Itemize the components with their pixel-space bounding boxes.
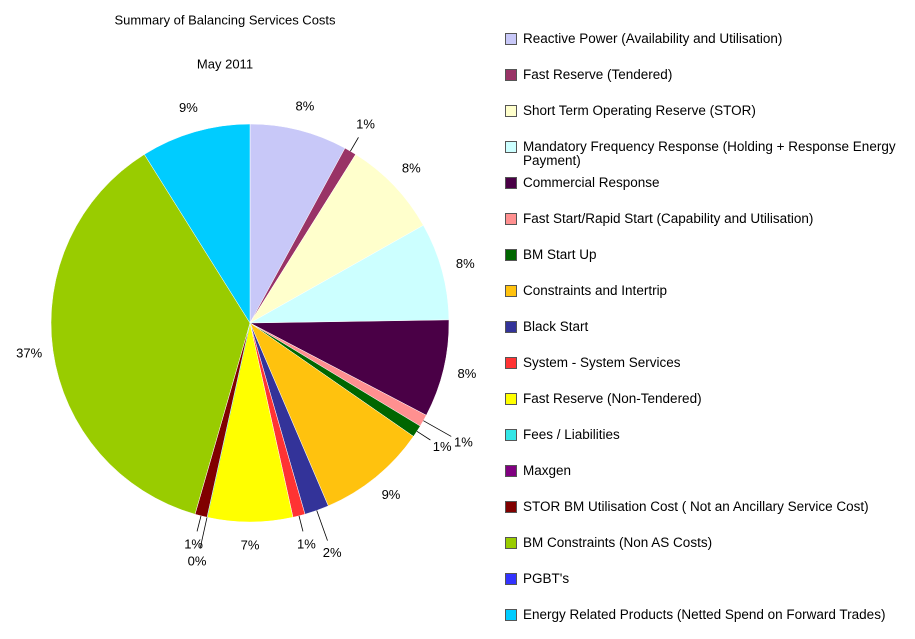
legend-swatch <box>505 465 517 477</box>
legend-swatch <box>505 105 517 117</box>
pie-slice <box>249 224 450 324</box>
data-label: 1% <box>297 536 316 551</box>
legend-swatch <box>505 357 517 369</box>
legend-label: STOR BM Utilisation Cost ( Not an Ancill… <box>523 499 869 514</box>
legend-label: Mandatory Frequency Response (Holding + … <box>523 139 896 168</box>
data-label: 37% <box>16 346 42 361</box>
legend-swatch <box>505 321 517 333</box>
legend-swatch <box>505 393 517 405</box>
leader-line <box>316 510 328 541</box>
legend-swatch <box>505 69 517 81</box>
leader-line <box>416 430 431 441</box>
data-label: 9% <box>179 100 198 115</box>
legend-label: Energy Related Products (Netted Spend on… <box>523 607 886 622</box>
data-label: 1% <box>454 435 473 450</box>
legend-label: Short Term Operating Reserve (STOR) <box>523 103 756 118</box>
legend-swatch <box>505 609 517 621</box>
legend-label: Fast Reserve (Non-Tendered) <box>523 391 702 406</box>
chart-title: Summary of Balancing Services Costs <box>114 12 336 27</box>
legend-swatch <box>505 285 517 297</box>
pie-slice <box>143 123 251 324</box>
legend-label: BM Constraints (Non AS Costs) <box>523 535 713 550</box>
pie-slice <box>249 154 424 324</box>
data-label: 8% <box>456 256 475 271</box>
legend-swatch <box>505 249 517 261</box>
legend-swatch <box>505 177 517 189</box>
legend-swatch <box>505 429 517 441</box>
data-label: 7% <box>241 537 260 552</box>
leader-line <box>423 420 452 437</box>
pie-slice <box>249 322 414 507</box>
legend-label: Fast Reserve (Tendered) <box>523 67 673 82</box>
leader-line <box>196 515 202 532</box>
legend-swatch <box>505 501 517 513</box>
legend-swatch <box>505 213 517 225</box>
legend-label: Maxgen <box>523 463 572 478</box>
data-label: 1% <box>433 439 452 454</box>
legend-label: Fast Start/Rapid Start (Capability and U… <box>523 211 814 226</box>
leader-line <box>350 137 359 152</box>
data-label: 1% <box>184 536 203 551</box>
pie-slice <box>50 154 251 515</box>
legend-label: System - System Services <box>523 355 681 370</box>
data-label: 9% <box>382 487 401 502</box>
legend-label: BM Start Up <box>523 247 597 262</box>
leader-line <box>199 517 208 549</box>
data-label: 8% <box>402 160 421 175</box>
data-label: 8% <box>458 366 477 381</box>
pie-slice <box>249 319 450 416</box>
data-label: 1% <box>356 117 375 132</box>
chart-subtitle: May 2011 <box>197 56 253 71</box>
legend-label: Black Start <box>523 319 589 334</box>
legend-label: Constraints and Intertrip <box>523 283 668 298</box>
data-label: 0% <box>188 554 207 569</box>
pie-slice <box>249 123 346 324</box>
legend-label: Reactive Power (Availability and Utilisa… <box>523 31 783 46</box>
legend-swatch <box>505 537 517 549</box>
legend-swatch <box>505 33 517 45</box>
legend-label: Fees / Liabilities <box>523 427 620 442</box>
data-label: 8% <box>296 98 315 113</box>
data-label: 2% <box>323 545 342 560</box>
leader-line <box>298 515 304 532</box>
legend-swatch <box>505 573 517 585</box>
legend-label: Commercial Response <box>523 175 660 190</box>
legend-swatch <box>505 141 517 153</box>
legend-label: PGBT's <box>523 571 570 586</box>
